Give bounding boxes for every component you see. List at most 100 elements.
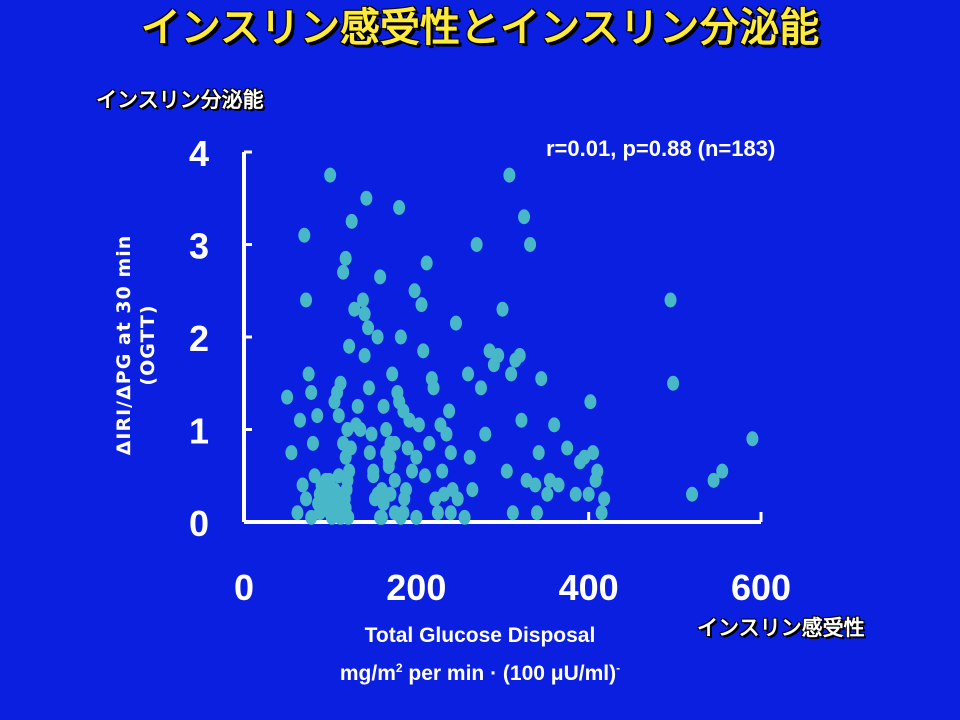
data-point <box>591 463 604 479</box>
chart-title: インスリン感受性とインスリン分泌能 <box>140 5 820 51</box>
data-point <box>342 509 355 525</box>
data-point <box>410 509 423 525</box>
data-point <box>529 477 542 493</box>
y-tick-label: 1 <box>189 411 209 452</box>
data-point <box>285 445 298 461</box>
data-point <box>408 283 421 299</box>
data-point <box>470 237 483 252</box>
x-axis-label-line1: Total Glucose Disposal <box>364 624 596 647</box>
data-point <box>337 264 350 280</box>
data-point <box>532 445 545 461</box>
data-point <box>423 435 436 451</box>
x-axis-label: Total Glucose Disposal mg/m2 per min · (… <box>300 620 660 690</box>
data-point <box>403 412 416 428</box>
data-point <box>367 468 380 484</box>
data-point <box>746 431 759 447</box>
data-point <box>415 297 428 313</box>
data-point <box>667 375 680 391</box>
data-point <box>312 496 325 511</box>
data-point <box>561 440 574 456</box>
data-point <box>420 255 433 271</box>
data-point <box>418 468 431 484</box>
data-point <box>466 482 479 498</box>
data-point <box>412 417 425 433</box>
x-tick-label: 0 <box>234 567 254 608</box>
x-tick-label: 600 <box>731 567 791 608</box>
data-point <box>375 509 388 525</box>
data-point <box>384 486 397 502</box>
data-points <box>281 167 759 525</box>
data-point <box>417 343 430 359</box>
data-point <box>443 403 456 419</box>
correlation-stat: r=0.01, p=0.88 (n=183) <box>546 136 776 161</box>
data-point <box>363 445 376 461</box>
data-point <box>518 209 531 225</box>
data-point <box>345 213 358 229</box>
data-point <box>444 505 457 521</box>
data-point <box>340 482 353 498</box>
data-point <box>298 227 311 243</box>
data-point <box>377 398 390 414</box>
data-point <box>344 440 357 456</box>
y-tick-label: 2 <box>189 318 209 359</box>
y-tick-label: 0 <box>189 503 209 544</box>
data-point <box>401 440 414 456</box>
data-point <box>362 380 375 396</box>
data-point <box>444 445 457 461</box>
x-tick-label: 400 <box>559 567 619 608</box>
data-point <box>506 505 519 521</box>
data-point <box>343 463 356 479</box>
data-point <box>380 422 393 437</box>
data-point <box>358 306 371 322</box>
data-point <box>374 269 387 285</box>
data-point <box>440 426 453 442</box>
data-point <box>323 472 336 488</box>
sensitivity-label: インスリン感受性 <box>697 616 865 640</box>
data-point <box>371 329 384 345</box>
x-axis-label-line2: mg/m2 per min · (100 μU/ml)- <box>300 652 660 690</box>
data-point <box>300 292 313 308</box>
data-point <box>291 505 304 521</box>
data-point <box>582 486 595 502</box>
x-axis-unit-a: mg/m <box>339 662 396 685</box>
data-point <box>296 477 309 493</box>
data-point <box>664 292 677 308</box>
data-point <box>716 463 729 479</box>
data-point <box>584 394 597 410</box>
data-point <box>463 449 476 465</box>
data-point <box>306 435 319 451</box>
data-point <box>393 200 406 215</box>
data-point <box>365 426 378 442</box>
data-point <box>449 315 462 331</box>
data-point <box>474 380 487 396</box>
data-point <box>569 486 582 502</box>
data-point <box>388 435 401 451</box>
data-point <box>397 505 410 521</box>
data-point <box>302 366 315 382</box>
data-point <box>458 509 471 525</box>
data-point <box>358 348 371 363</box>
data-point <box>686 486 699 502</box>
data-point <box>362 320 375 336</box>
data-point <box>436 463 449 479</box>
data-point <box>500 463 513 479</box>
x-axis-unit-b: per min · (100 μU/ml) <box>402 662 617 685</box>
data-point <box>398 491 411 507</box>
x-axis-unit-sup2: - <box>616 661 621 675</box>
data-point <box>595 505 608 521</box>
data-point <box>505 366 518 382</box>
data-point <box>386 366 399 382</box>
data-point <box>496 301 509 317</box>
data-point <box>311 408 324 424</box>
data-point <box>598 491 611 507</box>
data-point <box>524 237 537 252</box>
data-point <box>530 505 543 521</box>
secretion-label: インスリン分泌能 <box>96 88 264 112</box>
data-point <box>294 412 307 428</box>
data-point <box>394 329 407 345</box>
data-point <box>479 426 492 442</box>
y-tick-label: 4 <box>189 133 209 174</box>
data-point <box>343 338 356 354</box>
x-axis-unit-sup: 2 <box>395 661 403 675</box>
